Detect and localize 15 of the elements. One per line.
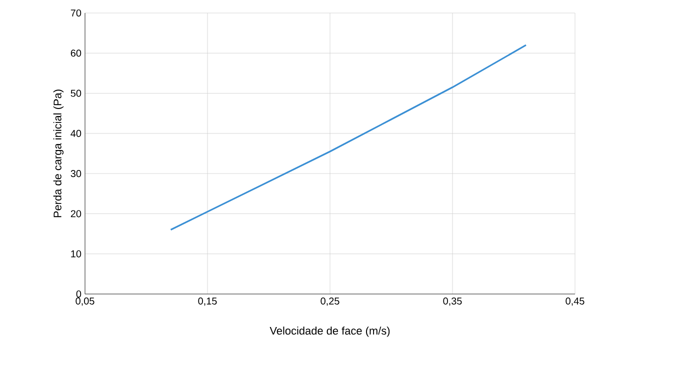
y-axis-title: Perda de carga inicial (Pa)	[53, 90, 64, 218]
y-tick-label: 50	[70, 90, 82, 97]
x-tick-label: 0,25	[320, 298, 340, 306]
y-tick-label: 20	[70, 210, 82, 218]
x-axis-title: Velocidade de face (m/s)	[270, 326, 390, 337]
y-tick-label: 30	[70, 170, 82, 178]
x-tick-label: 0,45	[566, 298, 584, 306]
x-tick-label: 0,35	[443, 298, 462, 306]
y-tick-label: 40	[70, 130, 82, 137]
y-tick-label: 10	[71, 250, 82, 258]
x-tick-label: 0,15	[198, 298, 217, 306]
y-tick-label: 0	[76, 290, 82, 298]
y-tick-label: 70	[70, 9, 82, 17]
y-tick-label: 60	[70, 50, 82, 57]
x-tick-label: 0,05	[76, 298, 94, 306]
